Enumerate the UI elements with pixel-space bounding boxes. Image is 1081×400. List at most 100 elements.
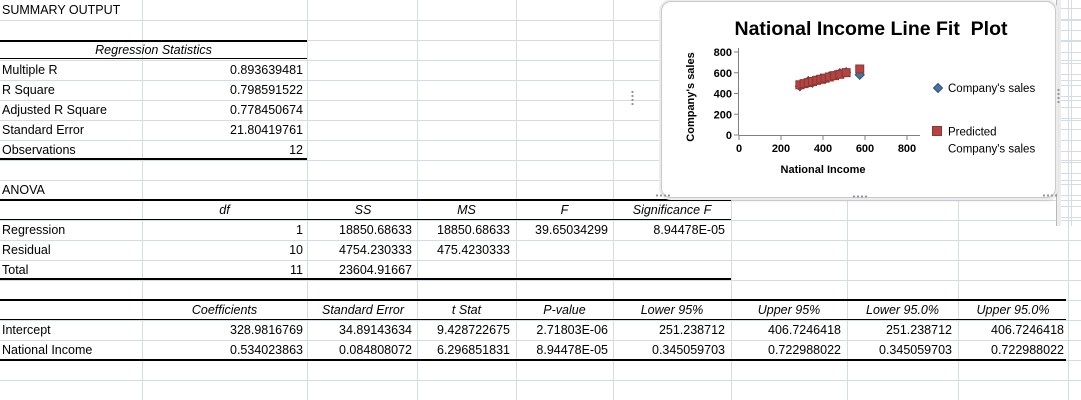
gridline (0, 120, 1081, 121)
coef-cell[interactable]: 328.9816769 (230, 323, 303, 337)
coef-row-label[interactable]: National Income (2, 343, 93, 357)
stat-label[interactable]: Standard Error (2, 123, 84, 137)
anova-row-label[interactable]: Regression (2, 223, 66, 237)
anova-cell[interactable]: 475.4230333 (437, 243, 510, 257)
anova-cell[interactable]: 4754.230333 (339, 243, 412, 257)
x-tick-label: 200 (772, 143, 790, 155)
coef-cell[interactable]: 406.7246418 (768, 323, 841, 337)
anova-header-ss[interactable]: SS (354, 203, 372, 217)
chart-selection-handle-left[interactable] (630, 90, 635, 105)
gridline (0, 60, 1081, 61)
coef-cell[interactable]: 406.7246418 (991, 323, 1064, 337)
coef-cell[interactable]: 251.238712 (658, 323, 725, 337)
stat-value[interactable]: 12 (289, 143, 303, 157)
stat-value[interactable]: 0.778450674 (230, 103, 303, 117)
gridline (1060, 206, 1081, 207)
coef-cell[interactable]: 8.94478E-05 (536, 343, 608, 357)
coef-header[interactable]: Coefficients (191, 303, 258, 317)
coef-header[interactable]: P-value (543, 303, 586, 317)
anova-cell[interactable]: 18850.68633 (339, 223, 412, 237)
series-predicted-sales[interactable] (795, 64, 865, 90)
coef-row-label[interactable]: Intercept (2, 323, 51, 337)
coef-header[interactable]: t Stat (451, 303, 482, 317)
data-point-square[interactable] (855, 64, 865, 74)
gridline (1060, 151, 1081, 152)
line-fit-chart[interactable]: National Income Line Fit Plot Company's s… (661, 1, 1056, 198)
coef-cell[interactable]: 0.534023863 (230, 343, 303, 357)
gridline (1060, 129, 1081, 130)
y-tick-label: 0 (726, 130, 732, 142)
chart-selection-handle-bottom-left[interactable] (655, 193, 670, 198)
coef-cell[interactable]: 0.084808072 (339, 343, 412, 357)
gridline (1060, 8, 1081, 9)
summary-output-title[interactable]: SUMMARY OUTPUT (2, 3, 121, 17)
gridline (0, 140, 1081, 141)
gridline (1060, 19, 1081, 20)
gridline (0, 100, 1081, 101)
anova-cell[interactable]: 18850.68633 (437, 223, 510, 237)
chart-selection-handle-right[interactable] (1056, 88, 1061, 103)
chart-selection-handle-bottom[interactable] (852, 194, 867, 199)
coef-cell[interactable]: 0.722988022 (991, 343, 1064, 357)
coef-cell[interactable]: 0.722988022 (768, 343, 841, 357)
data-point-square[interactable] (841, 68, 851, 78)
coef-header[interactable]: Upper 95.0% (976, 303, 1050, 317)
coef-header[interactable]: Upper 95% (757, 303, 821, 317)
gridline (1060, 162, 1081, 163)
coef-cell[interactable]: 6.296851831 (437, 343, 510, 357)
regression-stats-title[interactable]: Regression Statistics (95, 43, 212, 57)
anova-cell[interactable]: 11 (290, 263, 303, 277)
coef-cell[interactable]: 2.71803E-06 (536, 323, 608, 337)
anova-header-df[interactable]: df (219, 203, 230, 217)
coef-header[interactable]: Lower 95.0% (866, 303, 939, 317)
anova-header-f[interactable]: F (560, 203, 569, 217)
gridline (0, 240, 1081, 241)
gridline (1060, 173, 1081, 174)
anova-header-ms[interactable]: MS (457, 203, 476, 217)
stat-value[interactable]: 0.798591522 (230, 83, 303, 97)
anova-header-sigf[interactable]: Significance F (632, 203, 712, 217)
stat-label[interactable]: Multiple R (2, 63, 58, 77)
stat-value[interactable]: 21.80419761 (230, 123, 303, 137)
anova-row-label[interactable]: Residual (2, 243, 51, 257)
gridline (0, 340, 1081, 341)
table-border (0, 319, 1066, 320)
stat-label[interactable]: Adjusted R Square (2, 103, 107, 117)
x-tick-label: 400 (814, 143, 832, 155)
gridline (0, 80, 1081, 81)
gridline (0, 220, 1081, 221)
gridline (1060, 184, 1081, 185)
chart-legend[interactable]: Company's sales Predicted Company's sales (932, 82, 1036, 156)
gridline (1060, 195, 1081, 196)
anova-row-label[interactable]: Total (2, 263, 29, 277)
gridline (1060, 118, 1081, 119)
anova-cell[interactable]: 1 (296, 223, 303, 237)
window-pane-edge (1056, 0, 1061, 226)
anova-cell[interactable]: 23604.91667 (339, 263, 412, 277)
legend-label: Company's sales (948, 144, 1035, 156)
anova-cell[interactable]: 39.65034299 (535, 223, 608, 237)
coef-cell[interactable]: 34.89143634 (339, 323, 412, 337)
gridline (1060, 74, 1081, 75)
gridline (1060, 140, 1081, 141)
coef-header[interactable]: Standard Error (322, 303, 404, 317)
coef-cell[interactable]: 0.345059703 (652, 343, 725, 357)
legend-label: Predicted (948, 127, 997, 139)
gridline (0, 260, 1081, 261)
anova-cell[interactable]: 10 (289, 243, 303, 257)
y-tick-label: 800 (714, 47, 732, 59)
anova-cell[interactable]: 8.94478E-05 (653, 223, 725, 237)
stat-label[interactable]: R Square (2, 83, 55, 97)
gridline (0, 40, 1081, 41)
coef-cell[interactable]: 251.238712 (885, 323, 952, 337)
chart-selection-handle-bottom-right[interactable] (1042, 193, 1057, 198)
stat-value[interactable]: 0.893639481 (230, 63, 303, 77)
x-tick-label: 0 (736, 143, 742, 155)
coef-cell[interactable]: 0.345059703 (879, 343, 952, 357)
gridline (1060, 30, 1081, 31)
stat-label[interactable]: Observations (2, 143, 76, 157)
gridline (0, 160, 1081, 161)
anova-title[interactable]: ANOVA (2, 183, 45, 197)
coef-header[interactable]: Lower 95% (640, 303, 704, 317)
coef-cell[interactable]: 9.428722675 (437, 323, 510, 337)
